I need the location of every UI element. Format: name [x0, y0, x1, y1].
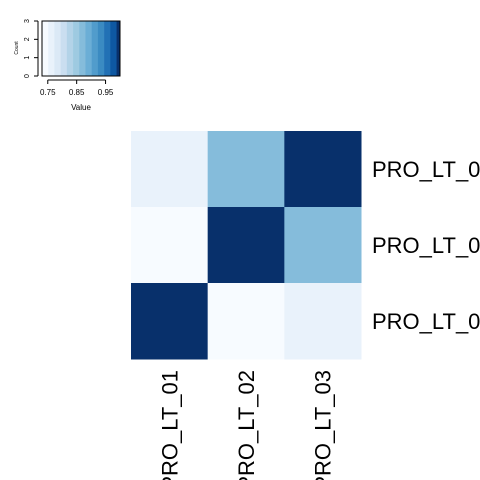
- heatmap-cells: [131, 131, 362, 360]
- column-label: PRO_LT_02: [234, 370, 259, 480]
- heatmap-cell-r1-c3: [284, 131, 362, 208]
- color-key-x-tick-label: 0.75: [40, 88, 56, 97]
- color-key-x-axis: 0.75 0.85 0.95: [40, 79, 114, 97]
- color-key-frame: [41, 20, 121, 77]
- row-label: PRO_LT_02: [372, 233, 480, 258]
- color-key-band: [116, 21, 121, 76]
- row-label: PRO_LT_03: [372, 309, 480, 334]
- color-key-xlabel: Value: [71, 103, 91, 112]
- color-key-band: [48, 21, 55, 76]
- color-key-band: [85, 21, 92, 76]
- column-label: PRO_LT_01: [157, 370, 182, 480]
- heatmap-cell-r2-c3: [284, 207, 362, 284]
- row-label: PRO_LT_01: [372, 157, 480, 182]
- color-key-x-tick-label: 0.85: [69, 88, 85, 97]
- color-key-band: [97, 21, 105, 76]
- heatmap-cell-r2-c1: [131, 207, 209, 284]
- color-key-y-tick-label: 3: [24, 19, 31, 23]
- heatmap-cell-r2-c2: [207, 207, 285, 284]
- heatmap-cell-r3-c1: [131, 283, 209, 360]
- color-key-band: [79, 21, 86, 76]
- heatmap-cell-r3-c3: [284, 283, 362, 360]
- color-key-band: [66, 21, 74, 76]
- color-key-ylabel: Count: [14, 41, 20, 55]
- color-key-y-tick-label: 2: [24, 37, 31, 41]
- color-key-band: [60, 21, 68, 76]
- heatmap-cell-r3-c2: [207, 283, 285, 360]
- heatmap-cell-r1-c2: [207, 131, 285, 208]
- column-labels: PRO_LT_01 PRO_LT_02 PRO_LT_03: [157, 370, 335, 480]
- heatmap-cell-r1-c1: [131, 131, 209, 208]
- color-key-band: [91, 21, 99, 76]
- color-key-x-tick-label: 0.95: [98, 88, 114, 97]
- row-labels: PRO_LT_01 PRO_LT_02 PRO_LT_03: [372, 157, 480, 334]
- color-key-band: [104, 21, 111, 76]
- column-label: PRO_LT_03: [311, 370, 336, 480]
- color-key-y-tick-label: 1: [24, 56, 31, 60]
- color-key: 0.75 0.85 0.95 0 1 2 3 Value Count: [14, 19, 121, 112]
- color-key-y-tick-label: 0: [24, 74, 31, 78]
- color-key-y-axis: 0 1 2 3: [24, 19, 39, 78]
- color-key-band: [73, 21, 80, 76]
- color-key-band: [110, 21, 117, 76]
- color-key-bands: [42, 21, 121, 76]
- color-key-band: [42, 21, 49, 76]
- color-key-band: [54, 21, 61, 76]
